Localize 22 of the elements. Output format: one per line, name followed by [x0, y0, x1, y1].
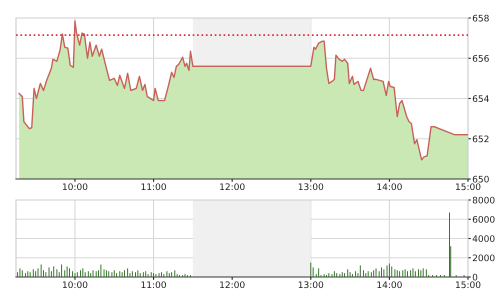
x-tick-label: 15:00	[456, 183, 480, 190]
y-tick-label: 6000	[472, 216, 495, 223]
y-tick-label: 2000	[472, 254, 495, 262]
x-tick-label: 14:00	[377, 281, 402, 288]
x-tick-label: 10:00	[62, 183, 88, 190]
x-tick-label: 10:00	[62, 281, 88, 288]
x-tick-label: 13:00	[298, 281, 324, 288]
y-tick-label: 4000	[472, 235, 495, 242]
x-tick-label: 12:00	[220, 281, 245, 288]
y-tick-label: 652	[472, 135, 488, 142]
x-tick-label: 14:00	[377, 183, 402, 190]
y-tick-label: 0	[472, 274, 478, 281]
y-tick-label: 654	[472, 95, 489, 102]
y-tick-label: 650	[472, 176, 489, 183]
x-tick-label: 11:00	[142, 281, 166, 288]
y-tick-label: 656	[472, 54, 489, 62]
x-tick-label: 13:00	[298, 183, 324, 190]
x-tick-label: 11:00	[142, 183, 166, 190]
y-tick-label: 658	[472, 14, 489, 22]
x-tick-label: 15:00	[456, 281, 480, 288]
x-tick-label: 12:00	[220, 183, 245, 190]
y-tick-label: 8000	[472, 196, 495, 204]
